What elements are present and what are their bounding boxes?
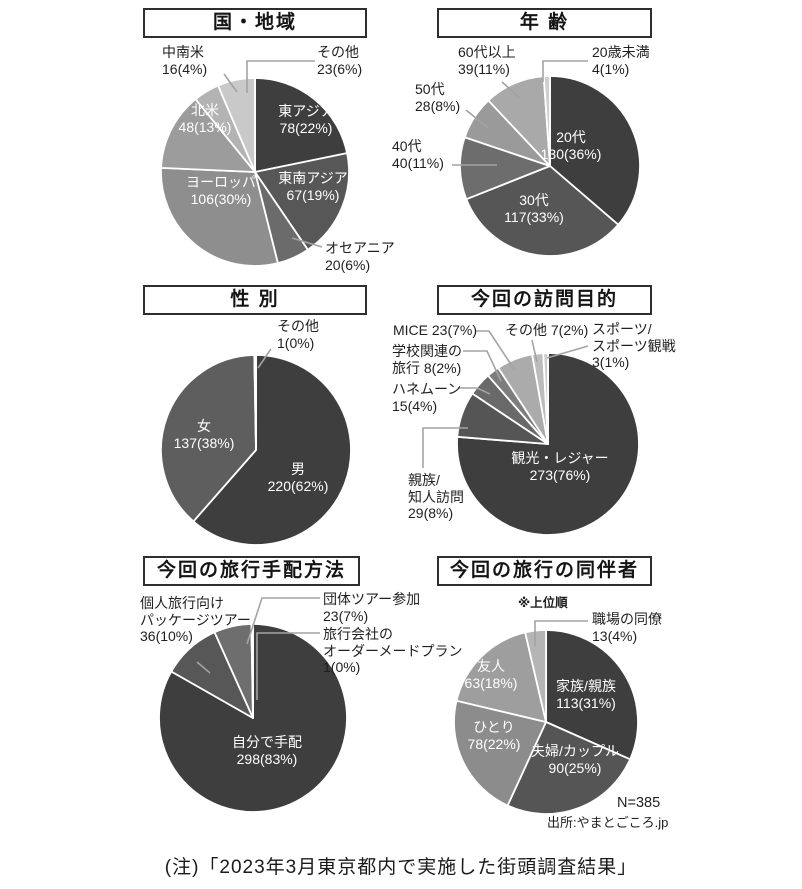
- pie-slice: [192, 354, 352, 546]
- pie-slice: [455, 631, 547, 723]
- pie-slice: [456, 352, 640, 536]
- callout-purpose-other: その他 7(2%): [505, 322, 589, 338]
- pie-slice: [217, 77, 256, 173]
- pie-slice: [254, 77, 348, 173]
- pie-age: [459, 75, 641, 257]
- callout-honeymoon: ハネムーン 15(4%): [392, 381, 462, 414]
- slice-label-self-arranged: 自分で手配 298(83%): [232, 734, 302, 767]
- slice-label-sightseeing: 観光・レジャー 273(76%): [511, 450, 609, 483]
- pie-slice: [160, 98, 256, 173]
- callout-group-tour: 団体ツアー参加 23(7%): [323, 591, 421, 624]
- callout-relatives: 親族/ 知人訪問 29(8%): [408, 472, 464, 521]
- callout-other-region: その他 23(6%): [317, 44, 363, 77]
- pie-slice: [253, 354, 257, 451]
- slice-label-twenties: 20代 130(36%): [540, 129, 602, 162]
- pie-slice: [542, 352, 549, 445]
- callout-gender-other: その他 1(0%): [277, 318, 319, 351]
- slice-label-europe: ヨーロッパ 106(30%): [186, 174, 256, 207]
- pie-arrangement-method: [158, 623, 348, 813]
- leader-line: [256, 632, 320, 700]
- callout-package-tour: 個人旅行向け パッケージツアー 36(10%): [140, 595, 251, 644]
- callout-mice: MICE 23(7%): [393, 322, 478, 338]
- slice-label-male: 男 220(62%): [267, 461, 329, 494]
- chart-title-gender: 性 別: [143, 285, 367, 315]
- pie-companions: [453, 629, 639, 815]
- leader-line: [501, 81, 520, 98]
- slice-label-north-america: 北米 48(13%): [178, 102, 232, 135]
- pie-slice: [453, 699, 547, 807]
- leader-line: [223, 73, 238, 93]
- leader-line: [291, 237, 323, 248]
- sample-size: N=385: [617, 795, 661, 811]
- footnote: (注)「2023年3月東京都内で実施した街頭調査結果」: [164, 857, 638, 878]
- slice-label-female: 女 137(38%): [173, 418, 235, 451]
- pie-slice: [158, 623, 348, 813]
- callout-fifties: 50代 28(8%): [415, 81, 461, 114]
- slice-label-family: 家族/親族 113(31%): [556, 678, 616, 711]
- pie-gender: [160, 354, 352, 546]
- chart-title-visit-purpose: 今回の訪問目的: [437, 285, 652, 315]
- pie-slice: [545, 629, 639, 761]
- leader-line: [196, 661, 211, 674]
- leader-line: [465, 109, 489, 129]
- pie-country-region: [160, 77, 350, 267]
- pie-slice: [465, 165, 620, 257]
- chart-title-arrangement: 今回の旅行手配方法: [143, 556, 360, 586]
- chart-title-companions: 今回の旅行の同伴者: [437, 556, 652, 586]
- pie-visit-purpose: [456, 352, 640, 536]
- callout-under-twenty: 20歳未満 4(1%): [592, 44, 650, 77]
- slice-label-east-asia: 東アジア 78(22%): [278, 103, 334, 136]
- pie-slice: [549, 75, 641, 226]
- leader-line: [458, 387, 491, 395]
- callout-custom-plan: 旅行会社の オーダーメードプラン 1(0%): [323, 626, 463, 675]
- slice-label-alone: ひとり 78(22%): [467, 719, 521, 752]
- leader-line: [257, 348, 272, 369]
- leader-line: [534, 620, 588, 646]
- chart-title-country-region: 国・地域: [143, 8, 367, 38]
- callout-sports: スポーツ/ スポーツ観戦 3(1%): [592, 321, 676, 370]
- leader-line: [475, 330, 515, 370]
- leader-line: [531, 339, 538, 363]
- slice-label-friends: 友人 63(18%): [464, 658, 518, 691]
- callout-leader-lines: [196, 60, 589, 700]
- callout-school: 学校関連の 旅行 8(2%): [392, 343, 462, 376]
- callout-sixty-plus: 60代以上 39(11%): [458, 44, 516, 77]
- leader-line: [246, 597, 320, 645]
- callout-coworkers: 職場の同僚 13(4%): [592, 611, 662, 644]
- callout-oceania: オセアニア 20(6%): [325, 240, 395, 273]
- callout-latin-america: 中南米 16(4%): [162, 44, 208, 77]
- leader-line: [542, 60, 588, 82]
- leader-line: [422, 427, 468, 468]
- callout-forties: 40代 40(11%): [392, 138, 444, 171]
- slice-label-southeast-asia: 東南アジア 67(19%): [278, 170, 348, 203]
- pie-slice: [160, 166, 279, 267]
- source-credit: 出所:やまとごころ.jp: [547, 815, 669, 830]
- slice-label-couple: 夫婦/カップル 90(25%): [531, 743, 619, 776]
- pie-slice: [160, 354, 257, 523]
- ranking-note: ※上位順: [518, 596, 568, 610]
- leader-line: [246, 60, 315, 93]
- pie-slice: [506, 721, 631, 815]
- slice-label-thirties: 30代 117(33%): [504, 192, 564, 225]
- leader-line: [463, 350, 502, 382]
- chart-title-age: 年 齢: [437, 8, 652, 38]
- leader-line: [546, 345, 589, 359]
